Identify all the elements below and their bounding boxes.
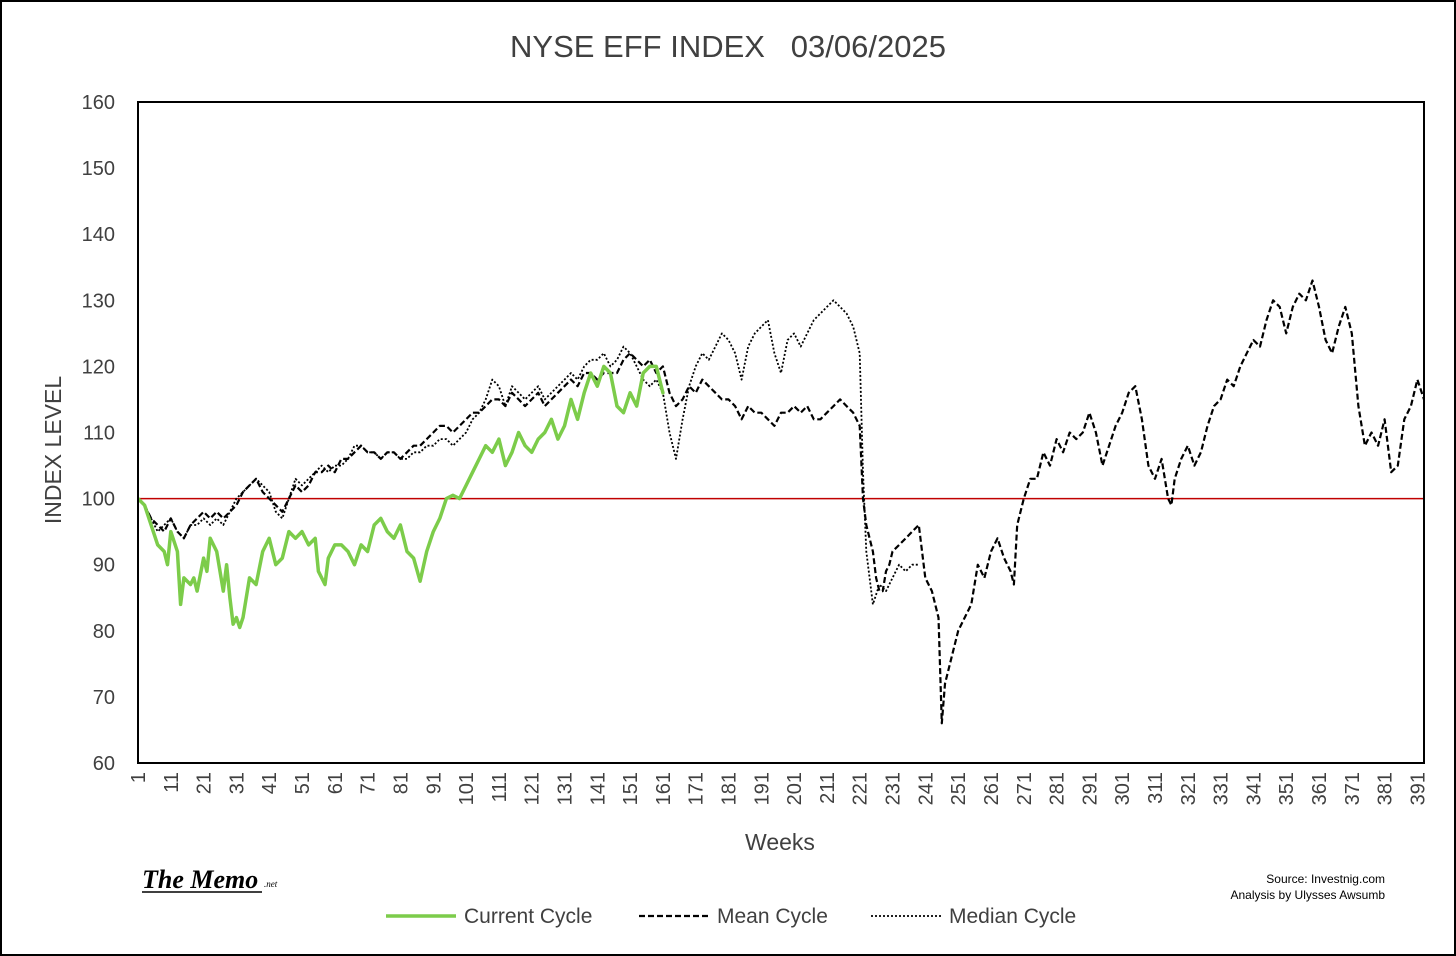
x-tick-label: 31 (226, 772, 248, 794)
x-tick-label: 121 (522, 772, 544, 805)
series-group (139, 279, 1423, 725)
series-line-mean-cycle (139, 279, 1423, 725)
legend-label: Current Cycle (464, 905, 592, 928)
x-tick-label: 141 (587, 772, 609, 805)
logo-main-text: The Memo (142, 865, 258, 894)
x-tick-label: 291 (1079, 772, 1101, 805)
x-tick-label: 211 (817, 772, 839, 804)
legend-label: Median Cycle (949, 905, 1076, 928)
x-tick-label: 381 (1375, 772, 1397, 805)
y-tick-label: 90 (93, 555, 115, 577)
x-tick-label: 321 (1178, 772, 1200, 805)
y-tick-label: 110 (83, 423, 115, 445)
chart-title: NYSE EFF INDEX 03/06/2025 (510, 29, 946, 64)
y-tick-label: 70 (93, 687, 115, 709)
x-tick-label: 301 (1112, 772, 1134, 805)
x-tick-label: 111 (489, 772, 511, 802)
y-tick-label: 160 (82, 92, 115, 114)
source-line-1: Source: Investnig.com (1266, 872, 1385, 886)
x-tick-label: 81 (390, 772, 412, 794)
x-tick-label: 281 (1047, 772, 1069, 805)
x-tick-label: 71 (358, 772, 380, 794)
legend-label: Mean Cycle (717, 905, 828, 928)
y-axis-ticks: 60 70 80 90 100 110 120 130 140 150 160 (82, 92, 115, 775)
x-tick-label: 191 (751, 772, 773, 805)
x-tick-label: 41 (259, 772, 281, 794)
logo-sub-text: .net (264, 879, 278, 889)
x-axis-ticks: 1 11 21 31 41 51 61 71 81 91 101 111 121 131 141 151 161… (128, 772, 1429, 805)
x-tick-label: 51 (292, 772, 314, 794)
x-tick-label: 391 (1407, 772, 1429, 805)
x-axis-title: Weeks (745, 829, 815, 855)
x-tick-label: 61 (325, 772, 347, 794)
x-tick-label: 101 (456, 772, 478, 805)
x-tick-label: 331 (1211, 772, 1233, 805)
x-tick-label: 341 (1243, 772, 1265, 805)
x-tick-label: 311 (1145, 772, 1167, 804)
y-axis-title: INDEX LEVEL (40, 376, 66, 524)
x-tick-label: 131 (554, 772, 576, 805)
source-line-2: Analysis by Ulysses Awsumb (1231, 888, 1386, 902)
x-tick-label: 251 (948, 772, 970, 805)
y-tick-label: 120 (82, 356, 115, 378)
y-tick-label: 80 (93, 621, 115, 643)
series-line-current-cycle (139, 364, 665, 630)
x-tick-label: 151 (620, 772, 642, 805)
series-line-median-cycle (139, 299, 919, 606)
x-tick-label: 221 (850, 772, 872, 805)
x-tick-label: 91 (423, 772, 445, 794)
legend: Current Cycle Mean Cycle Median Cycle (386, 905, 1076, 928)
x-tick-label: 271 (1014, 772, 1036, 805)
y-tick-label: 130 (82, 290, 115, 312)
x-tick-label: 21 (194, 772, 216, 794)
x-tick-label: 161 (653, 772, 675, 805)
x-tick-label: 11 (161, 772, 183, 793)
plot-area (137, 101, 1425, 764)
y-tick-label: 100 (82, 489, 115, 511)
x-tick-label: 261 (981, 772, 1003, 805)
x-tick-label: 351 (1276, 772, 1298, 805)
y-tick-label: 140 (82, 224, 115, 246)
x-tick-label: 1 (128, 772, 150, 783)
x-tick-label: 241 (915, 772, 937, 805)
x-tick-label: 201 (784, 772, 806, 805)
x-tick-label: 371 (1342, 772, 1364, 805)
x-tick-label: 171 (686, 772, 708, 805)
y-tick-label: 150 (82, 158, 115, 180)
x-tick-label: 181 (719, 772, 741, 805)
y-tick-label: 60 (93, 753, 115, 775)
x-tick-label: 361 (1309, 772, 1331, 805)
logo: The Memo .net (142, 865, 278, 894)
x-tick-label: 231 (883, 772, 905, 805)
